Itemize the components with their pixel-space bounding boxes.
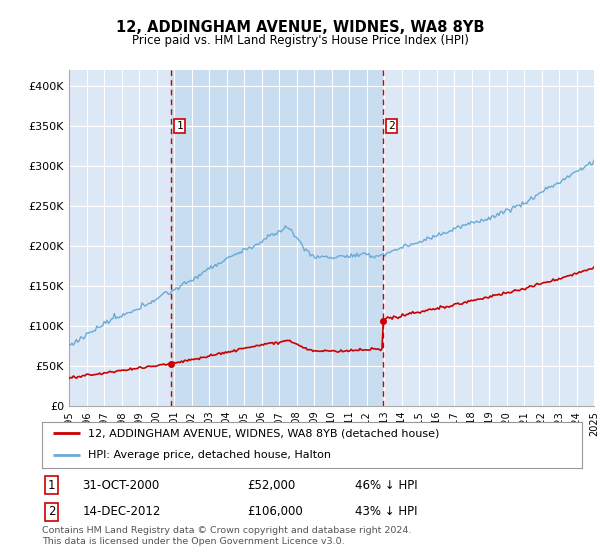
Bar: [171, 70, 383, 406]
Text: 1: 1: [176, 121, 183, 131]
Text: 12, ADDINGHAM AVENUE, WIDNES, WA8 8YB (detached house): 12, ADDINGHAM AVENUE, WIDNES, WA8 8YB (d…: [88, 428, 439, 438]
Text: 31-OCT-2000: 31-OCT-2000: [83, 479, 160, 492]
Text: Contains HM Land Registry data © Crown copyright and database right 2024.
This d: Contains HM Land Registry data © Crown c…: [42, 526, 412, 546]
Text: HPI: Average price, detached house, Halton: HPI: Average price, detached house, Halt…: [88, 450, 331, 460]
Text: 2: 2: [48, 505, 55, 519]
Text: 14-DEC-2012: 14-DEC-2012: [83, 505, 161, 519]
Text: 43% ↓ HPI: 43% ↓ HPI: [355, 505, 418, 519]
Text: £106,000: £106,000: [247, 505, 303, 519]
Text: 12, ADDINGHAM AVENUE, WIDNES, WA8 8YB: 12, ADDINGHAM AVENUE, WIDNES, WA8 8YB: [116, 20, 484, 35]
Text: 2: 2: [388, 121, 395, 131]
Text: 46% ↓ HPI: 46% ↓ HPI: [355, 479, 418, 492]
Text: Price paid vs. HM Land Registry's House Price Index (HPI): Price paid vs. HM Land Registry's House …: [131, 34, 469, 46]
Text: 1: 1: [48, 479, 55, 492]
Text: £52,000: £52,000: [247, 479, 295, 492]
